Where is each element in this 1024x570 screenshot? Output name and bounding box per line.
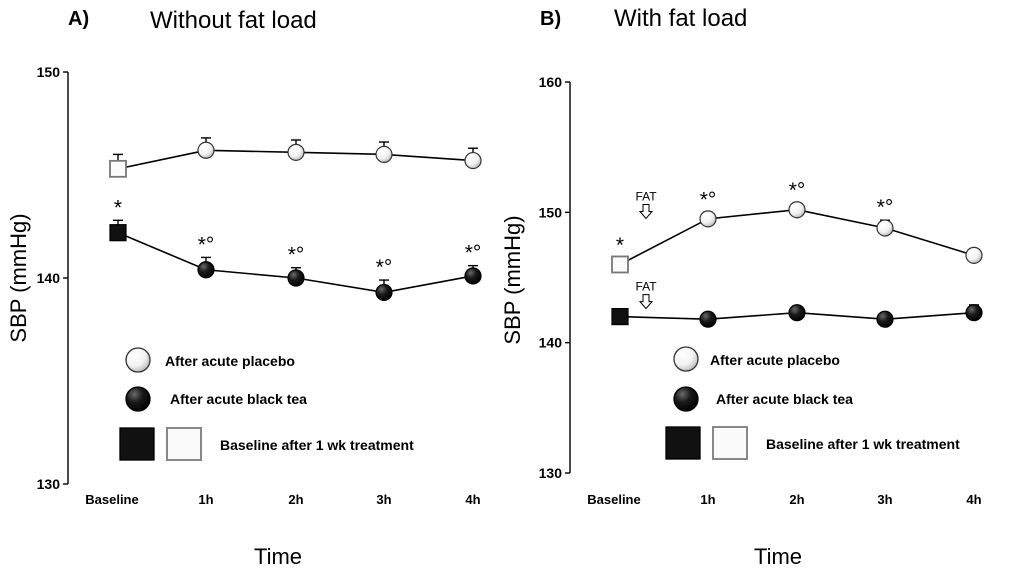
panel-a: A) Without fat load SBP (mmHg) Time Afte… (6, 7, 482, 569)
legend-label-black-tea: After acute black tea (170, 391, 307, 407)
legend-filled-square-icon (119, 427, 155, 461)
data-point (699, 310, 717, 328)
x-tick-label: 4h (465, 492, 480, 507)
data-point (788, 201, 806, 219)
data-point (375, 283, 393, 302)
data-point (375, 145, 393, 163)
y-tick-label: 150 (37, 64, 61, 80)
x-tick-label: 1h (700, 492, 715, 507)
panel-b: B) With fat load SBP (mmHg) Time After a… (500, 5, 983, 569)
fat-arrow-icon (638, 203, 654, 220)
data-point (197, 141, 215, 159)
data-point (965, 304, 983, 322)
data-point (287, 143, 305, 161)
baseline-marker (611, 308, 629, 326)
baseline-marker (109, 159, 127, 178)
legend-filled-square-icon (665, 426, 701, 460)
x-tick-label: 2h (288, 492, 303, 507)
legend-label-placebo: After acute placebo (710, 352, 840, 368)
panel-label-a: A) (68, 8, 89, 30)
significance-annotation: * (616, 234, 624, 257)
data-point (876, 219, 894, 237)
y-tick-label: 160 (539, 74, 563, 90)
x-tick-label: Baseline (85, 492, 138, 507)
x-tick-label: 2h (789, 492, 804, 507)
fat-label: FAT (635, 189, 657, 203)
baseline-marker (109, 224, 127, 242)
chart-title-b: With fat load (614, 5, 747, 32)
y-tick-label: 130 (539, 465, 563, 481)
legend-open-square-icon (166, 427, 202, 461)
data-point (197, 261, 215, 279)
y-axis-label-b: SBP (mmHg) (500, 215, 525, 344)
legend-a: After acute placebo After acute black te… (119, 347, 414, 461)
significance-annotation: *° (789, 179, 806, 202)
x-axis-label-a: Time (254, 544, 302, 569)
x-tick-label: 3h (376, 492, 391, 507)
data-point (287, 269, 305, 287)
baseline-marker (611, 255, 629, 274)
fat-arrow-icon (638, 294, 654, 310)
data-point (788, 304, 806, 322)
y-tick-label: 130 (37, 476, 61, 492)
significance-annotation: *° (198, 233, 215, 256)
legend-label-baseline: Baseline after 1 wk treatment (766, 436, 960, 452)
data-point (464, 151, 482, 170)
x-tick-label: Baseline (587, 492, 640, 507)
x-tick-label: 3h (877, 492, 892, 507)
significance-annotation: *° (465, 242, 482, 265)
legend-label-baseline: Baseline after 1 wk treatment (220, 437, 414, 453)
fat-label: FAT (635, 280, 657, 294)
legend-label-placebo: After acute placebo (165, 353, 295, 369)
significance-annotation: *° (877, 196, 894, 219)
legend-open-circle-icon (125, 347, 151, 373)
legend-filled-circle-icon (673, 386, 699, 412)
x-tick-label: 1h (198, 492, 213, 507)
x-axis-label-b: Time (754, 544, 802, 569)
y-tick-label: 140 (37, 270, 61, 286)
significance-annotation: *° (376, 256, 393, 279)
data-point (464, 267, 482, 285)
y-tick-label: 140 (539, 335, 563, 351)
y-tick-label: 150 (539, 204, 563, 220)
legend-label-black-tea: After acute black tea (716, 391, 853, 407)
legend-b: After acute placebo After acute black te… (665, 346, 960, 460)
legend-open-square-icon (712, 426, 748, 460)
chart-title-a: Without fat load (150, 7, 317, 34)
significance-annotation: * (114, 196, 122, 219)
data-point (699, 210, 717, 228)
data-point (965, 246, 983, 264)
y-axis-label-a: SBP (mmHg) (6, 213, 31, 342)
significance-annotation: *° (288, 244, 305, 267)
x-tick-label: 4h (966, 492, 981, 507)
legend-filled-circle-icon (125, 386, 151, 412)
panel-label-b: B) (540, 8, 561, 30)
legend-open-circle-icon (673, 346, 699, 372)
data-point (876, 310, 894, 328)
significance-annotation: *° (700, 188, 717, 211)
